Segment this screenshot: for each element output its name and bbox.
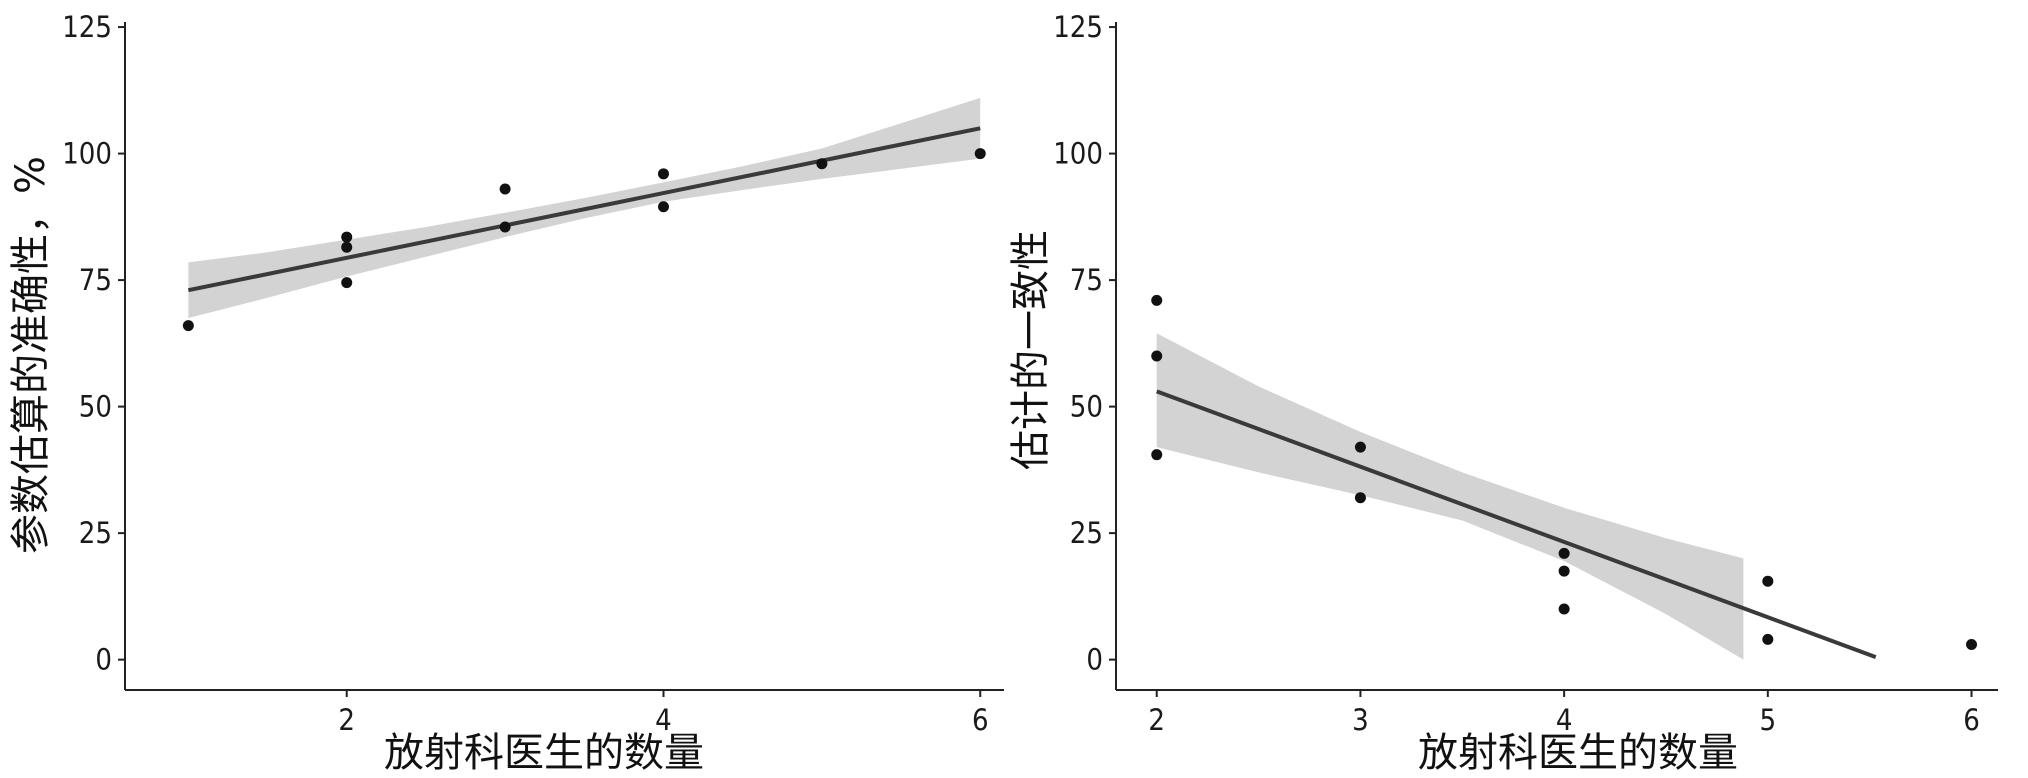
data-point [182, 320, 194, 332]
y-axis-label: 参数估算的准确性，% [8, 156, 54, 554]
y-tick-label: 125 [1053, 10, 1103, 44]
data-point [499, 183, 511, 195]
data-point [1558, 547, 1570, 559]
y-tick-label: 0 [1086, 643, 1103, 677]
x-tick-label: 2 [338, 703, 355, 737]
data-point [1354, 492, 1366, 504]
regression-line [1156, 389, 1877, 659]
regression-line [187, 126, 981, 293]
data-point [499, 221, 511, 233]
y-tick-label: 75 [79, 263, 112, 297]
x-tick-label: 2 [1148, 703, 1165, 737]
left-panel-accuracy: 参数估算的准确性，% 放射科医生的数量 0 25 50 75 100 125 2 4 6 [8, 10, 1004, 776]
data-point [1354, 441, 1366, 453]
y-tick-label: 100 [62, 137, 112, 171]
data-point [341, 277, 353, 289]
data-point [341, 241, 353, 253]
data-point [1558, 603, 1570, 615]
data-point [1762, 633, 1774, 645]
data-point [1151, 350, 1163, 362]
data-point [657, 168, 669, 180]
y-tick-label: 25 [1070, 516, 1103, 550]
y-tick-label: 0 [95, 643, 112, 677]
data-point [1151, 449, 1163, 461]
x-tick-label: 4 [655, 703, 672, 737]
data-point [1558, 565, 1570, 577]
y-tick-label: 25 [79, 516, 112, 550]
data-point [816, 158, 828, 170]
data-point [1966, 638, 1978, 650]
data-point [974, 148, 986, 160]
y-tick-label: 50 [1070, 390, 1103, 424]
x-axis-label: 放射科医生的数量 [1418, 730, 1738, 776]
y-tick-label: 125 [62, 10, 112, 44]
x-tick-label: 4 [1556, 703, 1573, 737]
confidence-band [1156, 333, 1744, 660]
y-tick-label: 50 [79, 390, 112, 424]
x-axis-label: 放射科医生的数量 [384, 730, 704, 776]
data-point [341, 231, 353, 243]
y-axis-label: 估计的一致性 [1008, 230, 1054, 470]
y-tick-label: 75 [1070, 263, 1103, 297]
x-tick-label: 3 [1352, 703, 1369, 737]
x-tick-label: 6 [1963, 703, 1980, 737]
x-tick-label: 6 [972, 703, 989, 737]
data-point [657, 201, 669, 213]
data-point [1151, 294, 1163, 306]
data-point [1762, 575, 1774, 587]
y-tick-label: 100 [1053, 137, 1103, 171]
right-panel-consistency: 估计的一致性 放射科医生的数量 0 25 50 75 100 125 2 3 4 5 6 [1008, 10, 1998, 776]
x-tick-label: 5 [1760, 703, 1777, 737]
